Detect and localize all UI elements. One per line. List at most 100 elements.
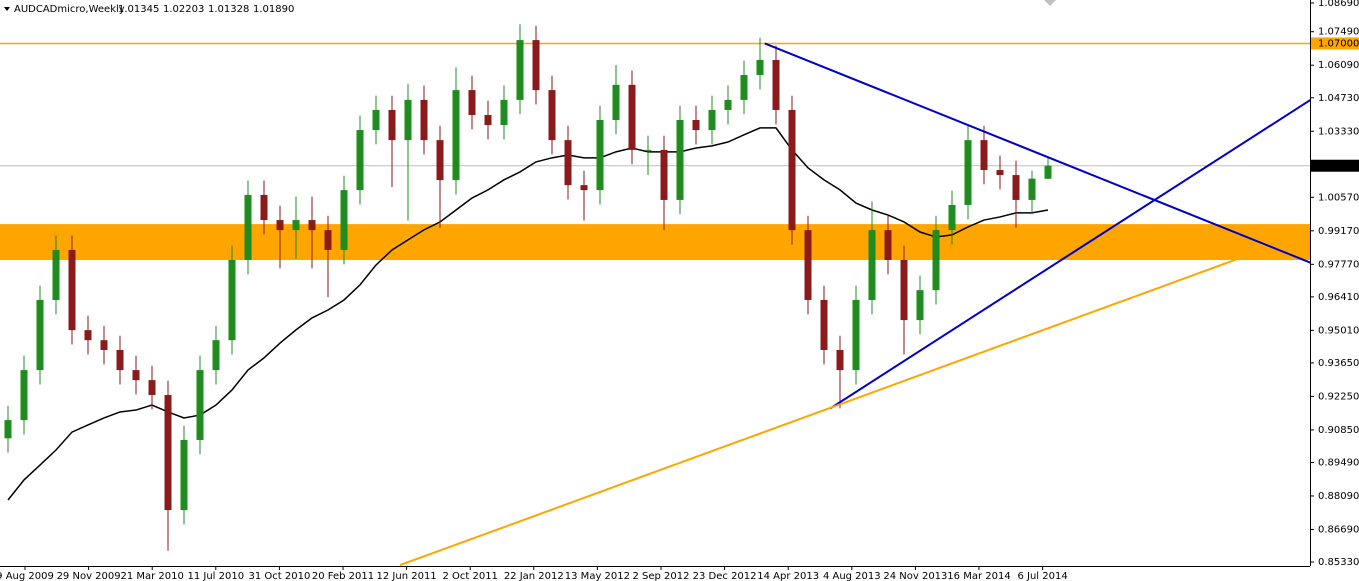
x-tick-label: 16 Mar 2014 <box>947 571 1010 581</box>
y-tick-label: 1.06090 <box>1318 60 1359 71</box>
candle-body <box>724 99 732 110</box>
candle-body <box>580 185 588 191</box>
y-tick-label: 1.08690 <box>1318 0 1359 9</box>
candle-body <box>932 230 940 291</box>
y-tick-label: 0.90850 <box>1318 425 1359 436</box>
candle-body <box>644 149 652 151</box>
candle-body <box>996 170 1004 176</box>
menu-arrow <box>4 7 10 11</box>
candle-body <box>804 230 812 300</box>
candle-body <box>500 99 508 126</box>
candle-body <box>148 380 156 395</box>
candle-body <box>820 299 828 350</box>
x-tick-label: 12 Jun 2011 <box>377 571 437 581</box>
candle-body <box>660 149 668 200</box>
candle-body <box>532 40 540 91</box>
y-tick-label: 0.89490 <box>1318 457 1359 468</box>
candle-body <box>164 394 172 511</box>
x-tick-label: 31 Oct 2010 <box>248 571 310 581</box>
candle-body <box>388 109 396 141</box>
candle-body <box>436 140 444 181</box>
candle-body <box>340 190 348 250</box>
candle-body <box>196 370 204 440</box>
candle-body <box>244 194 252 261</box>
x-tick-label: 13 May 2012 <box>565 571 630 581</box>
plot-area <box>0 24 1311 567</box>
x-tick-label: 2 Sep 2012 <box>632 571 689 581</box>
level-label-box <box>1311 37 1359 50</box>
candle-body <box>468 90 476 115</box>
candle-body <box>324 230 332 250</box>
x-tick-label: 22 Jan 2012 <box>504 571 564 581</box>
x-tick-label: 14 Apr 2013 <box>757 571 819 581</box>
y-tick-label: 1.03330 <box>1318 126 1359 137</box>
y-tick-label: 0.86690 <box>1318 524 1359 535</box>
candle-body <box>1012 175 1020 200</box>
candle-body <box>132 370 140 381</box>
candle-body <box>596 120 604 191</box>
candle-body <box>308 220 316 231</box>
candle-body <box>548 90 556 141</box>
y-tick-label: 0.99170 <box>1318 226 1359 237</box>
candle-body <box>564 140 572 186</box>
x-tick-label: 23 Dec 2012 <box>693 571 757 581</box>
candle-body <box>708 109 716 131</box>
candle-body <box>372 109 380 131</box>
x-tick-label: 2 Oct 2011 <box>442 571 497 581</box>
y-tick-label: 0.92250 <box>1318 391 1359 402</box>
candle-body <box>788 109 796 231</box>
candle-body <box>116 349 124 371</box>
quote-value: 1.01890 <box>253 4 294 15</box>
candle-body <box>980 140 988 171</box>
candle-body <box>452 90 460 181</box>
y-tick-label: 0.88090 <box>1318 491 1359 502</box>
candle-body <box>180 439 188 511</box>
level-label: 1.07000 <box>1318 38 1359 49</box>
moving-average <box>7 127 1049 501</box>
candle-body <box>772 59 780 110</box>
y-tick-label: 1.04730 <box>1318 93 1359 104</box>
candle-body <box>212 340 220 371</box>
y-tick-label: 1.00570 <box>1318 192 1359 203</box>
candle-body <box>756 59 764 76</box>
candle-body <box>228 260 236 341</box>
y-tick-label: 0.93650 <box>1318 358 1359 369</box>
x-tick-label: 11 Jul 2010 <box>187 571 244 581</box>
candle-body <box>36 299 44 371</box>
trendline <box>829 99 1311 410</box>
candle-body <box>516 40 524 100</box>
quote-value: 1.01328 <box>208 4 249 15</box>
price-label-box <box>1311 159 1359 172</box>
trendline <box>399 257 1241 567</box>
candle-body <box>20 370 28 421</box>
candle-body <box>260 194 268 221</box>
candle-body <box>484 114 492 126</box>
candle-body <box>292 220 300 231</box>
candle-body <box>948 204 956 231</box>
candle-body <box>868 230 876 300</box>
candle-body <box>916 290 924 321</box>
candle-body <box>628 84 636 150</box>
candle-body <box>836 349 844 371</box>
x-tick-label: 4 Aug 2013 <box>823 571 881 581</box>
candle-body <box>100 340 108 350</box>
candle-body <box>612 84 620 121</box>
x-tick-label: 9 Aug 2009 <box>0 571 54 581</box>
candle-body <box>68 249 76 331</box>
candle-body <box>964 140 972 205</box>
candle-body <box>276 220 284 231</box>
candle-body <box>52 249 60 300</box>
x-tick-label: 20 Feb 2011 <box>312 571 374 581</box>
shift-marker <box>1044 0 1056 6</box>
candle-body <box>84 330 92 341</box>
x-tick-label: 29 Nov 2009 <box>57 571 121 581</box>
candle-body <box>1028 178 1036 200</box>
quote-value: 1.01345 <box>118 4 159 15</box>
quote-value: 1.02203 <box>163 4 204 15</box>
x-tick-label: 21 Mar 2010 <box>120 571 183 581</box>
candle-body <box>676 120 684 200</box>
candle-body <box>692 120 700 131</box>
candle-body <box>852 299 860 371</box>
